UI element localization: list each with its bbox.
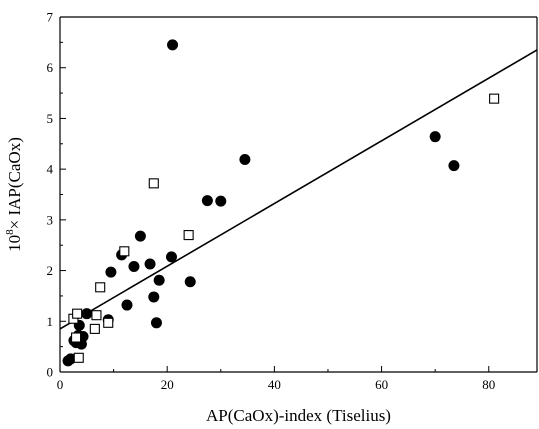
open-square-point (71, 332, 82, 343)
filled-circle-point (167, 39, 179, 51)
filled-circle-point (148, 291, 160, 303)
y-tick-label: 1 (47, 314, 54, 329)
filled-circle-point (150, 317, 162, 329)
open-square-point (103, 317, 114, 328)
x-tick-label: 60 (375, 377, 388, 392)
filled-circle-point (128, 261, 140, 273)
x-tick-label: 40 (268, 377, 281, 392)
x-tick-label: 0 (57, 377, 64, 392)
filled-circle-point (81, 308, 93, 320)
regression-line (59, 49, 538, 330)
axes-layer: 0 20 40 60 80 0 1 2 3 4 5 6 7 (47, 10, 538, 392)
filled-circle-point (215, 195, 227, 207)
filled-circle-point (429, 131, 441, 143)
filled-circle-point (134, 230, 146, 242)
y-axis-title-exponent: 8 (4, 229, 16, 235)
y-axis-title-prefix: 10 (5, 235, 24, 252)
y-tick-label: 4 (47, 162, 54, 177)
x-tick-label: 80 (482, 377, 495, 392)
y-tick-label: 7 (47, 10, 54, 25)
open-square-point (91, 310, 102, 321)
y-tick-label: 2 (47, 263, 54, 278)
open-square-point (119, 246, 130, 257)
filled-circle-point (239, 154, 251, 166)
filled-circle-point (105, 266, 117, 278)
y-axis-title-suffix: × IAP(CaOx) (5, 137, 24, 229)
filled-circle-point (184, 276, 196, 288)
open-square-point (95, 282, 106, 293)
open-square-point (183, 230, 194, 241)
filled-circle-point (448, 160, 460, 172)
open-square-point (73, 352, 84, 363)
open-square-point (72, 308, 83, 319)
filled-circle-point (144, 258, 156, 270)
open-square-point (489, 93, 500, 104)
x-axis-title: AP(CaOx)-index (Tiselius) (206, 406, 391, 425)
y-tick-label: 5 (47, 111, 54, 126)
x-tick-label: 20 (161, 377, 174, 392)
y-tick-label: 3 (47, 212, 54, 227)
filled-circle-point (165, 251, 177, 263)
y-axis-title: 108× IAP(CaOx) (4, 137, 24, 252)
fit-line-layer (59, 49, 538, 330)
filled-circle-point (153, 274, 165, 286)
filled-circle-point (201, 195, 213, 207)
open-square-point (148, 178, 159, 189)
y-tick-label: 0 (47, 365, 54, 380)
filled-circle-point (65, 353, 77, 365)
data-points-layer (62, 39, 500, 367)
filled-circle-point (121, 299, 133, 311)
y-tick-label: 6 (47, 60, 54, 75)
open-square-point (89, 323, 100, 334)
